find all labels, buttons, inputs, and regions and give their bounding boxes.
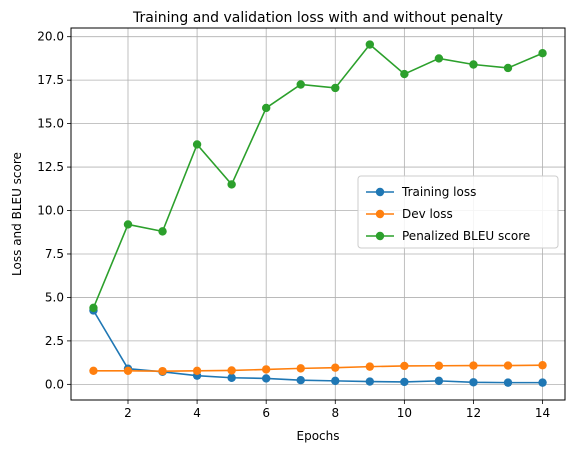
legend-marker-training-loss [375,187,385,197]
x-tick-label: 14 [535,406,550,420]
dev-loss-point [192,366,202,375]
y-tick-label: 2.5 [45,334,64,348]
legend-box [357,175,559,249]
dev-loss-point [503,361,513,370]
series-lines [89,40,547,387]
x-tick-label: 4 [193,406,201,420]
training-loss-point [296,375,305,385]
x-tick-label: 2 [124,406,132,420]
legend-marker-dev-loss [375,209,385,219]
penalized-bleu-score-point [89,303,98,313]
x-tick-label: 12 [466,406,481,420]
training-loss-point [365,377,375,386]
y-tick-label: 15.0 [37,117,64,131]
training-loss-line [92,310,543,384]
training-loss-point [538,378,547,387]
y-axis-label: Loss and BLEU score [10,152,24,276]
penalized-bleu-score-point [469,60,478,69]
penalized-bleu-score-point [365,40,375,49]
plot-frame [70,27,566,401]
chart-title: Training and validation loss with and wi… [132,10,503,26]
penalized-bleu-score-point [192,140,202,149]
training-loss-point [434,376,444,386]
penalized-bleu-score-point [434,54,444,63]
y-tick-label: 7.5 [45,247,64,261]
legend-label-dev-loss: Dev loss [402,207,453,221]
dev-loss-point [400,361,409,371]
penalized-bleu-score-point [158,227,167,236]
training-loss-point [503,378,513,387]
x-tick-label: 6 [262,406,270,420]
x-axis-label: Epochs [297,429,340,443]
training-loss-point [227,373,236,382]
penalized-bleu-score-point [503,63,513,73]
dev-loss-line [93,364,543,372]
penalized-bleu-score-point [123,220,133,229]
y-tick-label: 5.0 [45,290,64,304]
y-tick-label: 10.0 [37,204,64,218]
y-tick-label: 12.5 [37,160,64,174]
penalized-bleu-score-point [261,103,271,113]
penalized-bleu-score-point [296,80,305,89]
dev-loss-point [296,364,305,373]
dev-loss-point [331,363,340,372]
legend-label-training-loss: Training loss [401,185,476,199]
y-tick-label: 20.0 [37,30,64,44]
dev-loss-point [89,366,98,375]
dev-loss-point [227,366,236,375]
training-loss-point [469,378,478,387]
legend-marker-penalized-bleu-score [375,231,385,241]
training-loss-point [400,377,409,387]
penalized-bleu-score-point [400,69,409,79]
dev-loss-point [261,365,271,374]
dev-loss-point [434,361,444,370]
legend: Training loss Dev loss Penalized BLEU scor… [357,175,559,249]
y-tick-label: 17.5 [37,73,64,87]
penalized-bleu-score-point [538,49,547,58]
training-loss-point [331,376,340,386]
dev-loss-point [158,366,167,376]
dev-loss-point [538,361,547,370]
dev-loss-point [365,362,375,371]
x-tick-label: 8 [331,406,339,420]
penalized-bleu-score-point [227,180,236,189]
penalized-bleu-score-point [331,83,340,93]
dev-loss-point [123,366,133,375]
ticks: 2 4 6 8 10 12 14 0.0 2.5 5.0 7.5 10.0 12.5 15.0 17.5 20… [37,30,550,420]
legend-label-penalized-bleu-score: Penalized BLEU score [402,229,530,243]
y-tick-label: 0.0 [45,377,64,391]
dev-loss-point [469,361,478,370]
x-tick-label: 10 [397,406,412,420]
training-loss-point [261,374,271,383]
penalized-bleu-score-line [92,43,543,309]
